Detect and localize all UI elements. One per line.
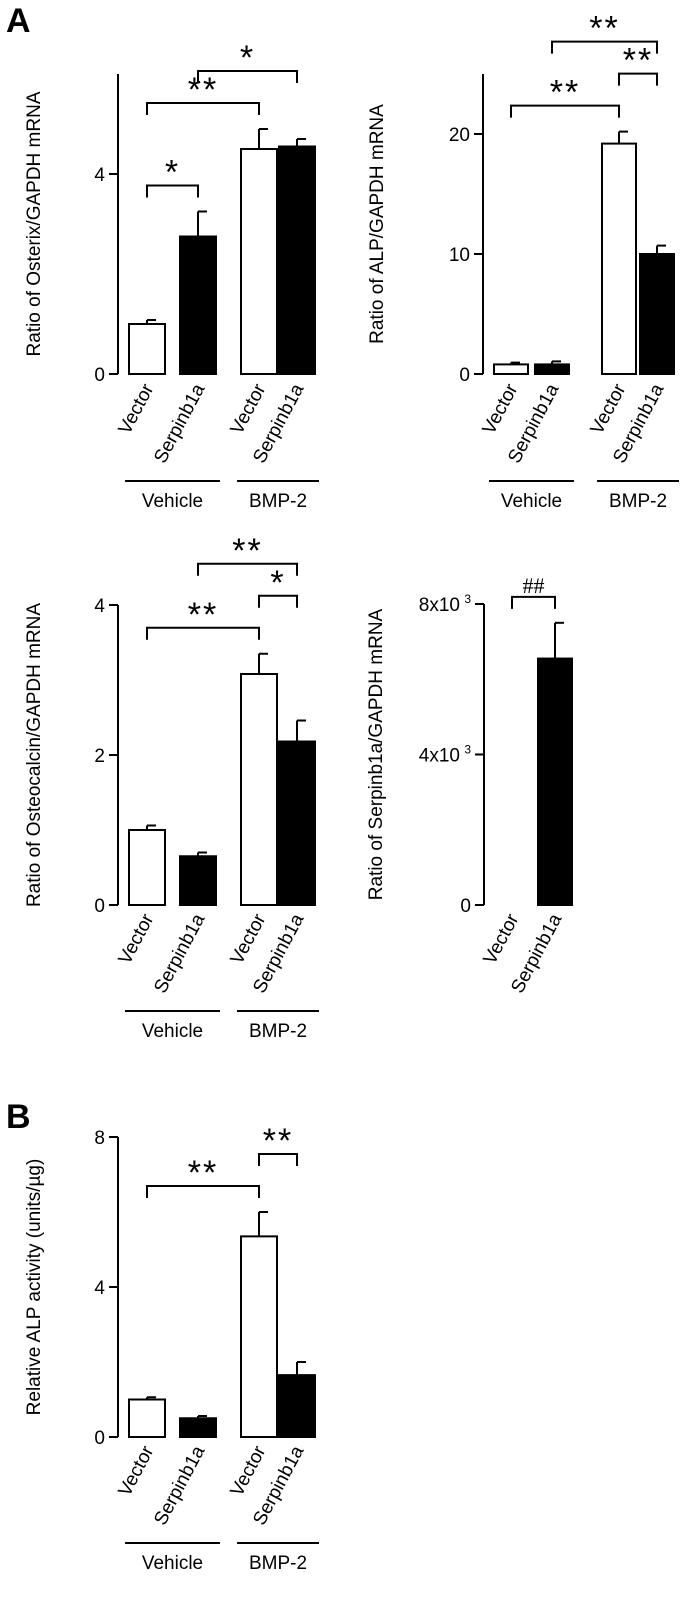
y-axis-label: Ratio of Osteocalcin/GAPDH mRNA: [24, 603, 45, 907]
panel-label-b: B: [6, 1098, 31, 1136]
bar: [493, 363, 529, 375]
bar: [179, 855, 217, 906]
chart-4: 0 4x10 3 8x10 3 Ratio of Serpinb1a/GAPDH mRNA…: [366, 573, 573, 997]
significance-bracket: [510, 104, 620, 118]
significance-bracket: [258, 594, 298, 608]
group-label: Vehicle: [501, 491, 562, 512]
bar: [128, 1398, 166, 1438]
significance-mark: **: [589, 10, 619, 48]
category-label: Serpinb1a: [150, 1442, 209, 1529]
bar: [179, 235, 217, 375]
y-tick-exponent: 3: [464, 592, 471, 606]
bar: [537, 657, 573, 907]
y-tick-label: 0: [460, 896, 471, 917]
category-label: Serpinb1a: [150, 380, 209, 467]
significance-bracket: [511, 595, 556, 609]
bar: [240, 1235, 278, 1438]
category-label: Vector: [115, 1442, 159, 1500]
panel-label-a: A: [6, 2, 31, 40]
category-label: Vector: [480, 910, 524, 968]
significance-mark: *: [270, 564, 285, 602]
y-tick-label: 4x10: [419, 746, 460, 767]
group-label: Vehicle: [142, 1021, 203, 1042]
significance-bracket: [146, 626, 260, 640]
y-tick-label: 0: [94, 1428, 105, 1449]
y-tick-label: 4: [94, 596, 105, 617]
chart-5: 0 4 8 Relative ALP activity (units/µg) Vecto…: [24, 1122, 319, 1574]
y-tick-label: 8: [94, 1128, 105, 1149]
significance-mark: *: [165, 154, 180, 192]
significance-mark: **: [263, 1122, 293, 1160]
bar: [128, 829, 166, 906]
significance-bracket: [146, 1185, 260, 1198]
significance-bracket: [618, 72, 658, 86]
y-tick-label: 0: [94, 896, 105, 917]
significance-mark: **: [188, 71, 218, 109]
bar: [278, 1374, 316, 1438]
y-axis-label: Ratio of Serpinb1a/GAPDH mRNA: [366, 608, 387, 900]
significance-mark: **: [623, 42, 653, 80]
y-tick-label: 4: [94, 1278, 105, 1299]
y-axis-label: Relative ALP activity (units/µg): [24, 1159, 45, 1416]
significance-mark: *: [240, 39, 255, 77]
y-tick-label: 10: [449, 245, 470, 266]
category-label: Vector: [115, 380, 159, 438]
significance-mark: **: [188, 1154, 218, 1192]
bar: [278, 145, 316, 375]
significance-bracket: [197, 562, 298, 576]
y-tick-label: 4: [94, 165, 105, 186]
significance-mark: **: [188, 596, 218, 634]
bar: [639, 253, 675, 375]
bar: [601, 142, 637, 375]
y-tick-label: 0: [94, 365, 105, 386]
bar: [128, 323, 166, 375]
group-label: BMP-2: [249, 491, 307, 512]
significance-bracket: [197, 70, 298, 83]
group-label: BMP-2: [609, 491, 667, 512]
significance-mark: **: [232, 532, 262, 570]
group-label: Vehicle: [142, 1553, 203, 1574]
bar: [240, 148, 278, 375]
group-label: Vehicle: [142, 491, 203, 512]
significance-bracket: [551, 40, 658, 54]
significance-bracket: [146, 102, 260, 115]
category-label: Vector: [479, 380, 523, 438]
y-tick-label: 2: [94, 746, 105, 767]
y-axis-label: Ratio of Osterix/GAPDH mRNA: [24, 91, 45, 356]
significance-mark: **: [550, 74, 580, 112]
significance-mark: ##: [523, 573, 545, 598]
y-tick-label: 0: [459, 365, 470, 386]
bar: [534, 363, 570, 375]
group-label: BMP-2: [249, 1021, 307, 1042]
bar: [179, 1417, 217, 1438]
significance-bracket: [258, 1153, 298, 1166]
group-label: BMP-2: [249, 1553, 307, 1574]
bar: [240, 673, 278, 906]
y-tick-label: 8x10: [419, 595, 460, 616]
y-tick-label: 20: [449, 125, 470, 146]
bar: [278, 740, 316, 906]
y-axis-label: Ratio of ALP/GAPDH mRNA: [367, 104, 388, 344]
category-label: Vector: [115, 910, 159, 968]
chart-1: 0 4 Ratio of Osterix/GAPDH mRNA VectorSerpi…: [24, 39, 319, 512]
chart-3: 0 2 4 Ratio of Osteocalcin/GAPDH mRNA Vector…: [24, 532, 319, 1042]
significance-bracket: [146, 184, 199, 198]
y-tick-exponent: 3: [464, 743, 471, 757]
category-label: Serpinb1a: [150, 910, 209, 997]
